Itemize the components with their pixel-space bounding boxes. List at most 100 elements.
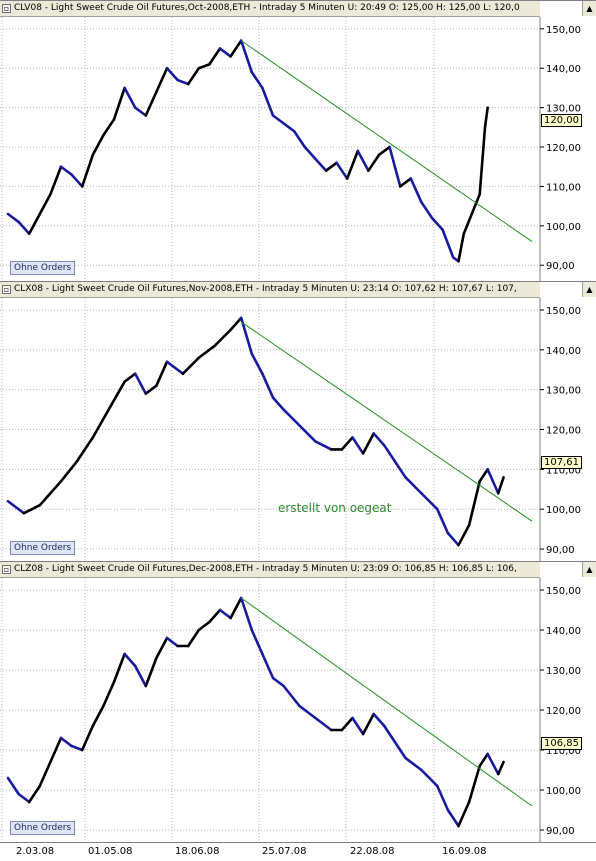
panel-title: CLZ08 - Light Sweet Crude Oil Futures,De… <box>14 564 517 574</box>
price-segment <box>303 145 317 161</box>
y-tick-label: 120,00 <box>546 426 581 437</box>
price-segment <box>59 736 73 748</box>
date-axis[interactable]: 2.03.08 01.05.08 18.06.08 25.07.08 22.08… <box>0 842 596 861</box>
collapse-icon[interactable]: ▫ <box>2 285 11 294</box>
scroll-up-icon[interactable]: ▲ <box>582 1 596 16</box>
price-segment <box>155 66 169 94</box>
price-segment <box>250 628 264 656</box>
y-tick-label: 100,00 <box>546 786 581 797</box>
price-segment <box>133 664 148 688</box>
price-segment <box>91 133 105 157</box>
price-segment <box>144 384 158 395</box>
chart-panel-dec: ▫ CLZ08 - Light Sweet Crude Oil Futures,… <box>0 561 596 842</box>
price-segment <box>393 460 407 479</box>
price-segment <box>181 356 201 376</box>
panel-titlebar[interactable]: ▫ CLX08 - Light Sweet Crude Oil Futures,… <box>0 282 540 298</box>
price-segment <box>324 161 338 172</box>
price-segment <box>351 436 365 455</box>
scroll-up-icon[interactable]: ▲ <box>582 562 596 577</box>
orders-button[interactable]: Ohne Orders <box>10 261 76 275</box>
price-segment <box>213 328 232 348</box>
price-segment <box>186 628 201 648</box>
price-chart: 90,00100,00110,00120,00130,00140,00150,0… <box>0 298 596 561</box>
price-segment <box>298 704 317 720</box>
collapse-icon[interactable]: ▫ <box>2 565 11 574</box>
price-segment <box>218 47 232 58</box>
price-segment <box>59 165 73 176</box>
price-segment <box>6 499 26 515</box>
price-segment <box>38 193 52 216</box>
price-segment <box>409 177 423 204</box>
x-tick-label: 25.07.08 <box>262 846 307 857</box>
price-segment <box>27 784 42 804</box>
price-segment <box>393 740 407 760</box>
panel-titlebar[interactable]: ▫ CLV08 - Light Sweet Crude Oil Futures,… <box>0 1 540 17</box>
y-tick-label: 110,00 <box>546 465 581 476</box>
price-segment <box>17 792 31 804</box>
x-tick-label: 18.06.08 <box>175 846 220 857</box>
price-segment <box>496 476 505 495</box>
price-segment <box>239 596 254 632</box>
price-segment <box>38 760 52 788</box>
price-segment <box>361 712 376 736</box>
y-tick-label: 130,00 <box>546 666 581 677</box>
price-segment <box>208 608 222 624</box>
price-segment <box>112 86 126 121</box>
price-chart: 90,00100,00110,00120,00130,00140,00150,0… <box>0 17 596 281</box>
price-segment <box>486 752 500 776</box>
y-tick-label: 100,00 <box>546 505 581 516</box>
price-segment <box>404 476 423 495</box>
y-tick-label: 140,00 <box>546 626 581 637</box>
price-axis-bg <box>540 17 596 281</box>
panel-title: CLV08 - Light Sweet Crude Oil Futures,Oc… <box>14 3 520 13</box>
price-segment <box>80 724 95 752</box>
last-price-label: 106,85 <box>541 737 582 750</box>
y-tick-label: 140,00 <box>546 64 581 75</box>
price-segment <box>261 86 275 117</box>
last-price-label: 107,61 <box>541 456 582 469</box>
price-segment <box>229 596 243 620</box>
panel-titlebar[interactable]: ▫ CLZ08 - Light Sweet Crude Oil Futures,… <box>0 562 540 578</box>
price-segment <box>314 716 333 732</box>
price-segment <box>282 684 301 708</box>
price-segment <box>197 344 216 360</box>
price-segment <box>457 800 471 828</box>
price-segment <box>446 808 460 828</box>
price-segment <box>462 212 474 236</box>
price-segment <box>229 316 243 332</box>
price-segment <box>80 153 95 188</box>
x-tick-label: 2.03.08 <box>16 846 55 857</box>
price-segment <box>75 436 95 463</box>
chart-panel-nov: ▫ CLX08 - Light Sweet Crude Oil Futures,… <box>0 281 596 561</box>
price-segment <box>340 436 354 451</box>
price-segment <box>229 39 243 58</box>
y-tick-label: 90,00 <box>546 261 575 272</box>
price-segment <box>457 523 471 547</box>
price-segment <box>470 193 482 216</box>
price-segment <box>486 468 500 495</box>
orders-button[interactable]: Ohne Orders <box>10 541 76 555</box>
price-axis-bg <box>540 298 596 561</box>
x-tick-label: 01.05.08 <box>88 846 133 857</box>
price-segment <box>91 704 105 728</box>
price-segment <box>361 432 376 455</box>
price-segment <box>430 216 444 232</box>
price-segment <box>176 78 190 86</box>
collapse-icon[interactable]: ▫ <box>2 4 11 13</box>
price-segment <box>367 153 381 172</box>
price-segment <box>335 161 349 180</box>
price-segment <box>208 47 222 66</box>
price-segment <box>271 114 285 125</box>
price-segment <box>271 396 285 411</box>
price-segment <box>467 480 482 527</box>
price-segment <box>218 608 232 620</box>
orders-button[interactable]: Ohne Orders <box>10 821 76 835</box>
price-segment <box>144 656 158 688</box>
price-segment <box>372 432 386 447</box>
price-segment <box>102 680 116 708</box>
chart-panel-oct: ▫ CLV08 - Light Sweet Crude Oil Futures,… <box>0 0 596 281</box>
price-segment <box>496 760 505 776</box>
price-segment <box>483 106 489 129</box>
y-tick-label: 100,00 <box>546 222 581 233</box>
scroll-up-icon[interactable]: ▲ <box>582 282 596 297</box>
